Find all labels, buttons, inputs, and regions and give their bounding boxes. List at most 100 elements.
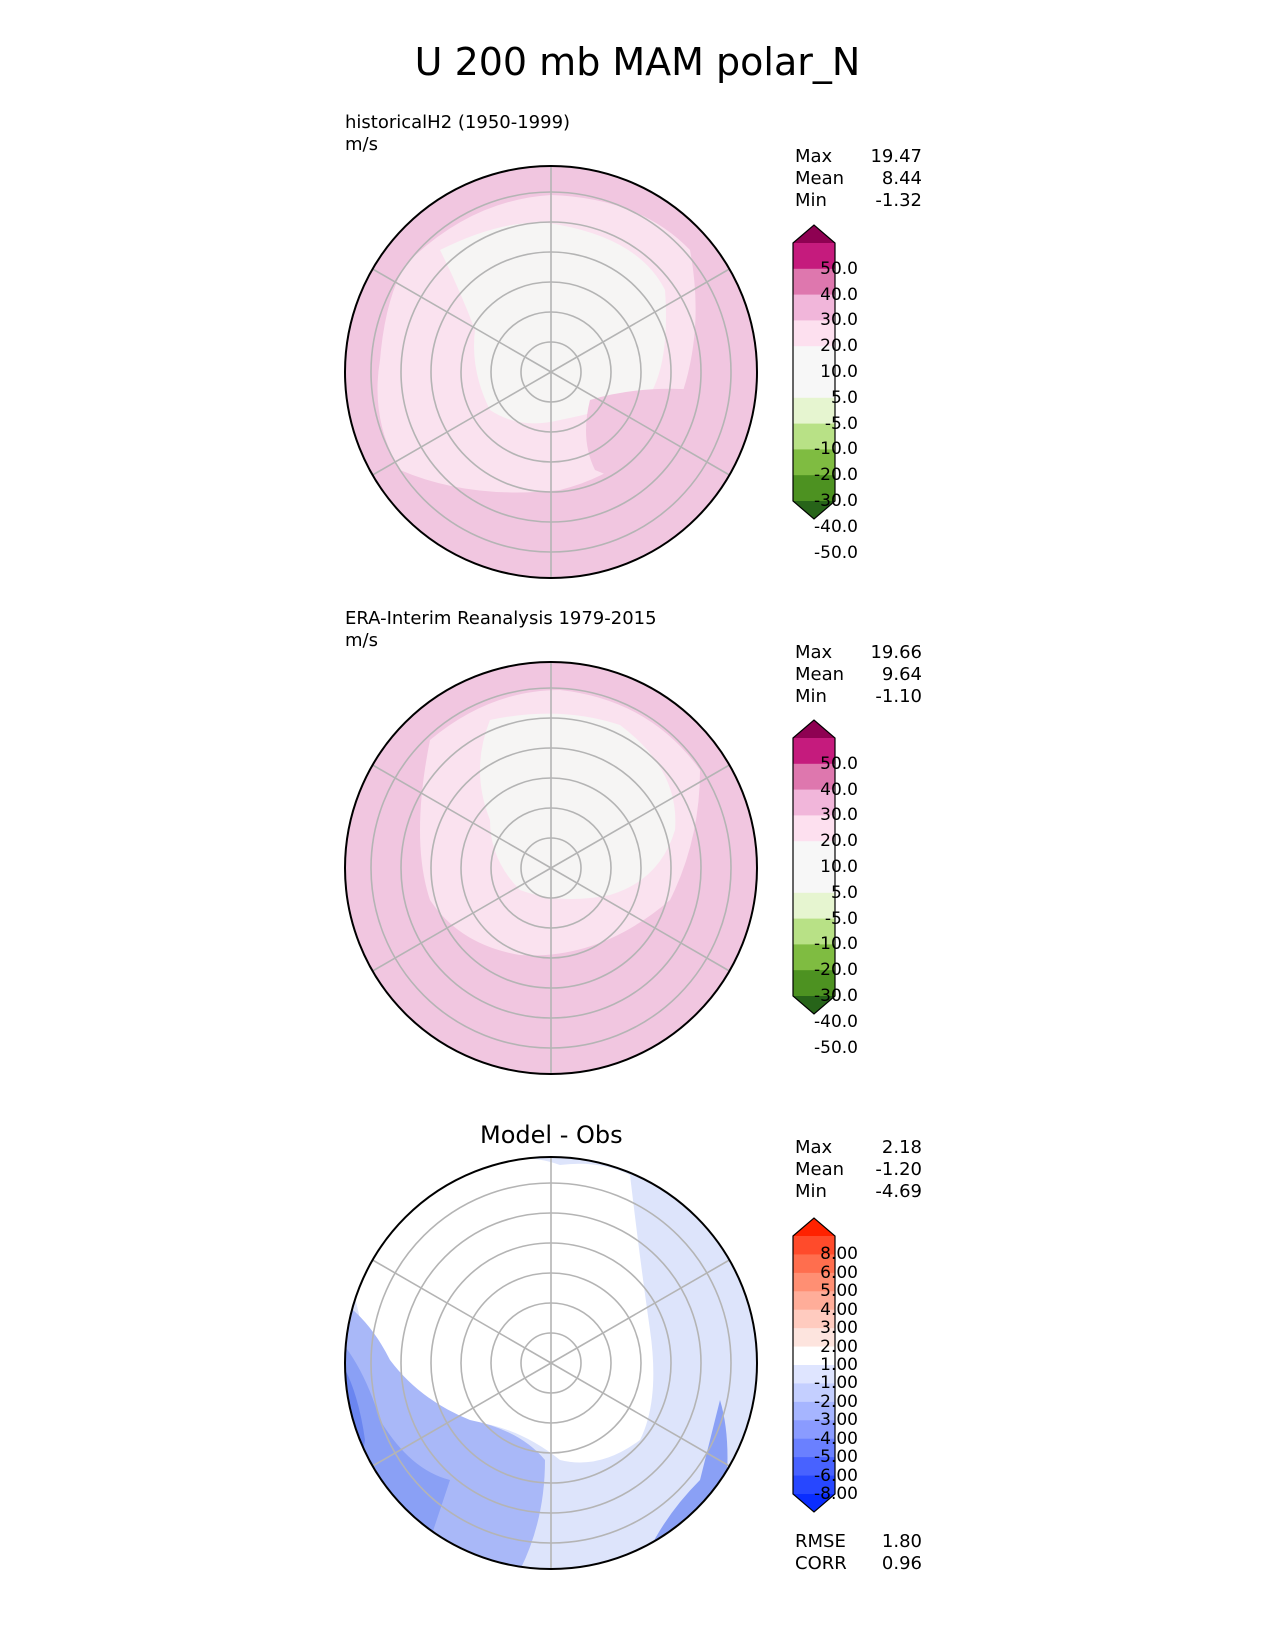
figure-title: U 200 mb MAM polar_N <box>414 40 861 84</box>
colorbar-tick-label: -2.00 <box>814 1391 858 1412</box>
colorbar-segment <box>793 346 835 373</box>
colorbar-segment <box>793 1438 835 1458</box>
longitude-line <box>550 371 730 476</box>
colorbar-tick-label: -10.0 <box>814 439 858 460</box>
colorbar-extend-max <box>793 1218 835 1236</box>
colorbar-tick-label: -8.00 <box>814 1484 858 1504</box>
colorbar-segment <box>793 1420 835 1440</box>
map-boundary <box>344 661 758 1075</box>
metric-value: 0.96 <box>881 1553 922 1574</box>
longitude-line <box>372 268 552 373</box>
colorbar-tick-label: -20.0 <box>814 960 858 981</box>
colorbar-tick-label: 30.0 <box>820 310 858 331</box>
colorbar-segment <box>793 1346 835 1366</box>
colorbar-extend-max <box>793 720 835 738</box>
stat-value: 19.47 <box>870 146 922 167</box>
colorbar-segment <box>793 815 835 842</box>
colorbars <box>792 224 836 1513</box>
colorbar-segment <box>793 475 835 502</box>
map-boundary <box>344 165 758 579</box>
colorbar-segment <box>793 372 835 399</box>
colorbar-segment <box>793 867 835 894</box>
colorbar-segment <box>793 763 835 791</box>
colorbar-tick-label: 20.0 <box>820 336 858 357</box>
stat-label: Mean <box>795 1159 845 1180</box>
colorbar <box>792 224 836 520</box>
colorbar-tick-label: 50.0 <box>820 258 858 279</box>
colorbar-segment <box>793 243 835 270</box>
longitude-line <box>550 1259 730 1364</box>
map-boundary <box>344 1156 758 1570</box>
colorbar-segment <box>793 1383 835 1403</box>
graticule-group <box>370 166 732 578</box>
metric-value: 1.80 <box>881 1531 922 1552</box>
stat-value: -1.20 <box>875 1159 922 1180</box>
colorbar-segment <box>793 738 835 765</box>
stat-label: Max <box>795 1137 833 1158</box>
colorbar-extend-min <box>793 996 835 1014</box>
colorbar-segment <box>793 268 835 296</box>
colorbar-segment <box>793 320 835 347</box>
colorbar-segment <box>793 1309 835 1329</box>
colorbar-segment <box>793 892 835 920</box>
stat-value: -1.10 <box>875 686 922 707</box>
colorbar-tick-label: -6.00 <box>814 1465 858 1486</box>
colorbar-tick-label: -3.00 <box>814 1410 858 1431</box>
colorbar-extend-max <box>793 225 835 243</box>
stat-value: -1.32 <box>875 190 922 211</box>
colorbar-segment <box>793 1457 835 1477</box>
colorbar-segment <box>793 1272 835 1292</box>
longitude-line <box>372 1259 552 1364</box>
colorbar-tick-label: -5.0 <box>824 413 858 434</box>
longitude-line <box>372 371 552 476</box>
colorbar-segment <box>793 1291 835 1311</box>
colorbar-tick-label: -40.0 <box>814 516 858 537</box>
longitude-line <box>550 764 730 869</box>
colorbar-tick-label: 5.0 <box>830 387 858 408</box>
colorbar-tick-label: 6.00 <box>820 1262 858 1283</box>
colorbar-tick-label: -50.0 <box>814 1037 858 1058</box>
colorbar-segment <box>793 449 835 476</box>
colorbar-tick-label: 50.0 <box>820 753 858 774</box>
colorbar-tick-label: 10.0 <box>820 857 858 877</box>
colorbar-tick-label: 1.00 <box>820 1355 858 1375</box>
colorbar-outline <box>792 224 836 520</box>
longitude-line <box>550 867 730 972</box>
colorbar-segment <box>793 841 835 868</box>
colorbar-segment <box>793 970 835 997</box>
longitude-line <box>372 1362 552 1467</box>
colorbar-segment <box>793 944 835 971</box>
colorbar-tick-label: 40.0 <box>820 284 858 305</box>
metric-label: CORR <box>795 1553 847 1574</box>
longitude-line <box>550 1362 730 1467</box>
colorbar-tick-label: -10.0 <box>814 934 858 955</box>
map-boundary-circles <box>344 165 758 1570</box>
colorbar-tick-label: 8.00 <box>820 1244 858 1265</box>
colorbar-tick-label: -5.0 <box>824 908 858 929</box>
colorbar-segment <box>793 918 835 945</box>
stat-label: Mean <box>795 168 845 189</box>
colorbar-tick-label: -5.00 <box>814 1447 858 1468</box>
stat-value: 2.18 <box>881 1137 922 1158</box>
stat-value: 9.64 <box>881 664 922 685</box>
stat-label: Min <box>795 1181 827 1202</box>
colorbar <box>792 1217 836 1513</box>
graticule-lines <box>370 166 732 1569</box>
colorbar-extend-min <box>793 501 835 519</box>
colorbar-segment <box>793 397 835 425</box>
colorbar-tick-label: 10.0 <box>820 362 858 382</box>
colorbar-extend-min <box>793 1494 835 1512</box>
stat-value: -4.69 <box>875 1181 922 1202</box>
colorbar-tick-label: 5.00 <box>820 1281 858 1302</box>
colorbar-tick-label: -20.0 <box>814 465 858 486</box>
colorbar-tick-label: 2.00 <box>820 1336 858 1357</box>
longitude-line <box>372 764 552 869</box>
stat-label: Max <box>795 146 833 167</box>
stat-label: Mean <box>795 664 845 685</box>
metric-label: RMSE <box>795 1531 846 1552</box>
colorbar-segment <box>793 1475 835 1495</box>
colorbar-tick-label: -4.00 <box>814 1428 858 1449</box>
colorbar-tick-label: 40.0 <box>820 779 858 800</box>
colorbar-tick-label: 30.0 <box>820 805 858 826</box>
colorbar-segment <box>793 1254 835 1274</box>
